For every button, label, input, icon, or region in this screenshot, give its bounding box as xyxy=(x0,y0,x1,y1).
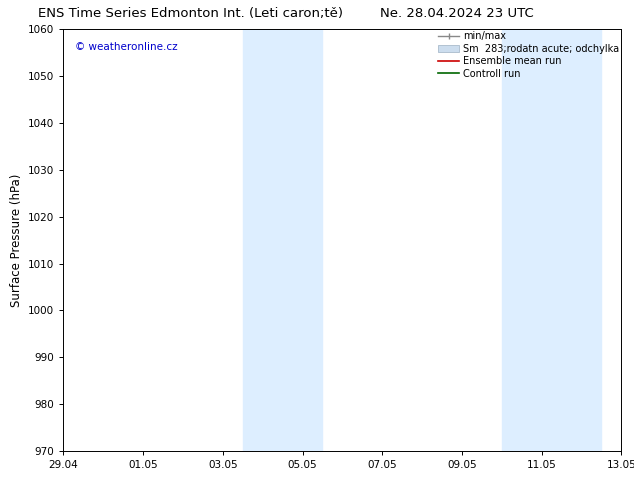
Text: Ne. 28.04.2024 23 UTC: Ne. 28.04.2024 23 UTC xyxy=(380,7,533,21)
Legend: min/max, Sm  283;rodatn acute; odchylka, Ensemble mean run, Controll run: min/max, Sm 283;rodatn acute; odchylka, … xyxy=(438,31,619,78)
Text: ENS Time Series Edmonton Int. (Leti caron;tě): ENS Time Series Edmonton Int. (Leti caro… xyxy=(37,7,343,21)
Text: © weatheronline.cz: © weatheronline.cz xyxy=(75,42,177,52)
Bar xyxy=(243,29,323,451)
Y-axis label: Surface Pressure (hPa): Surface Pressure (hPa) xyxy=(10,173,23,307)
Bar xyxy=(501,29,602,451)
